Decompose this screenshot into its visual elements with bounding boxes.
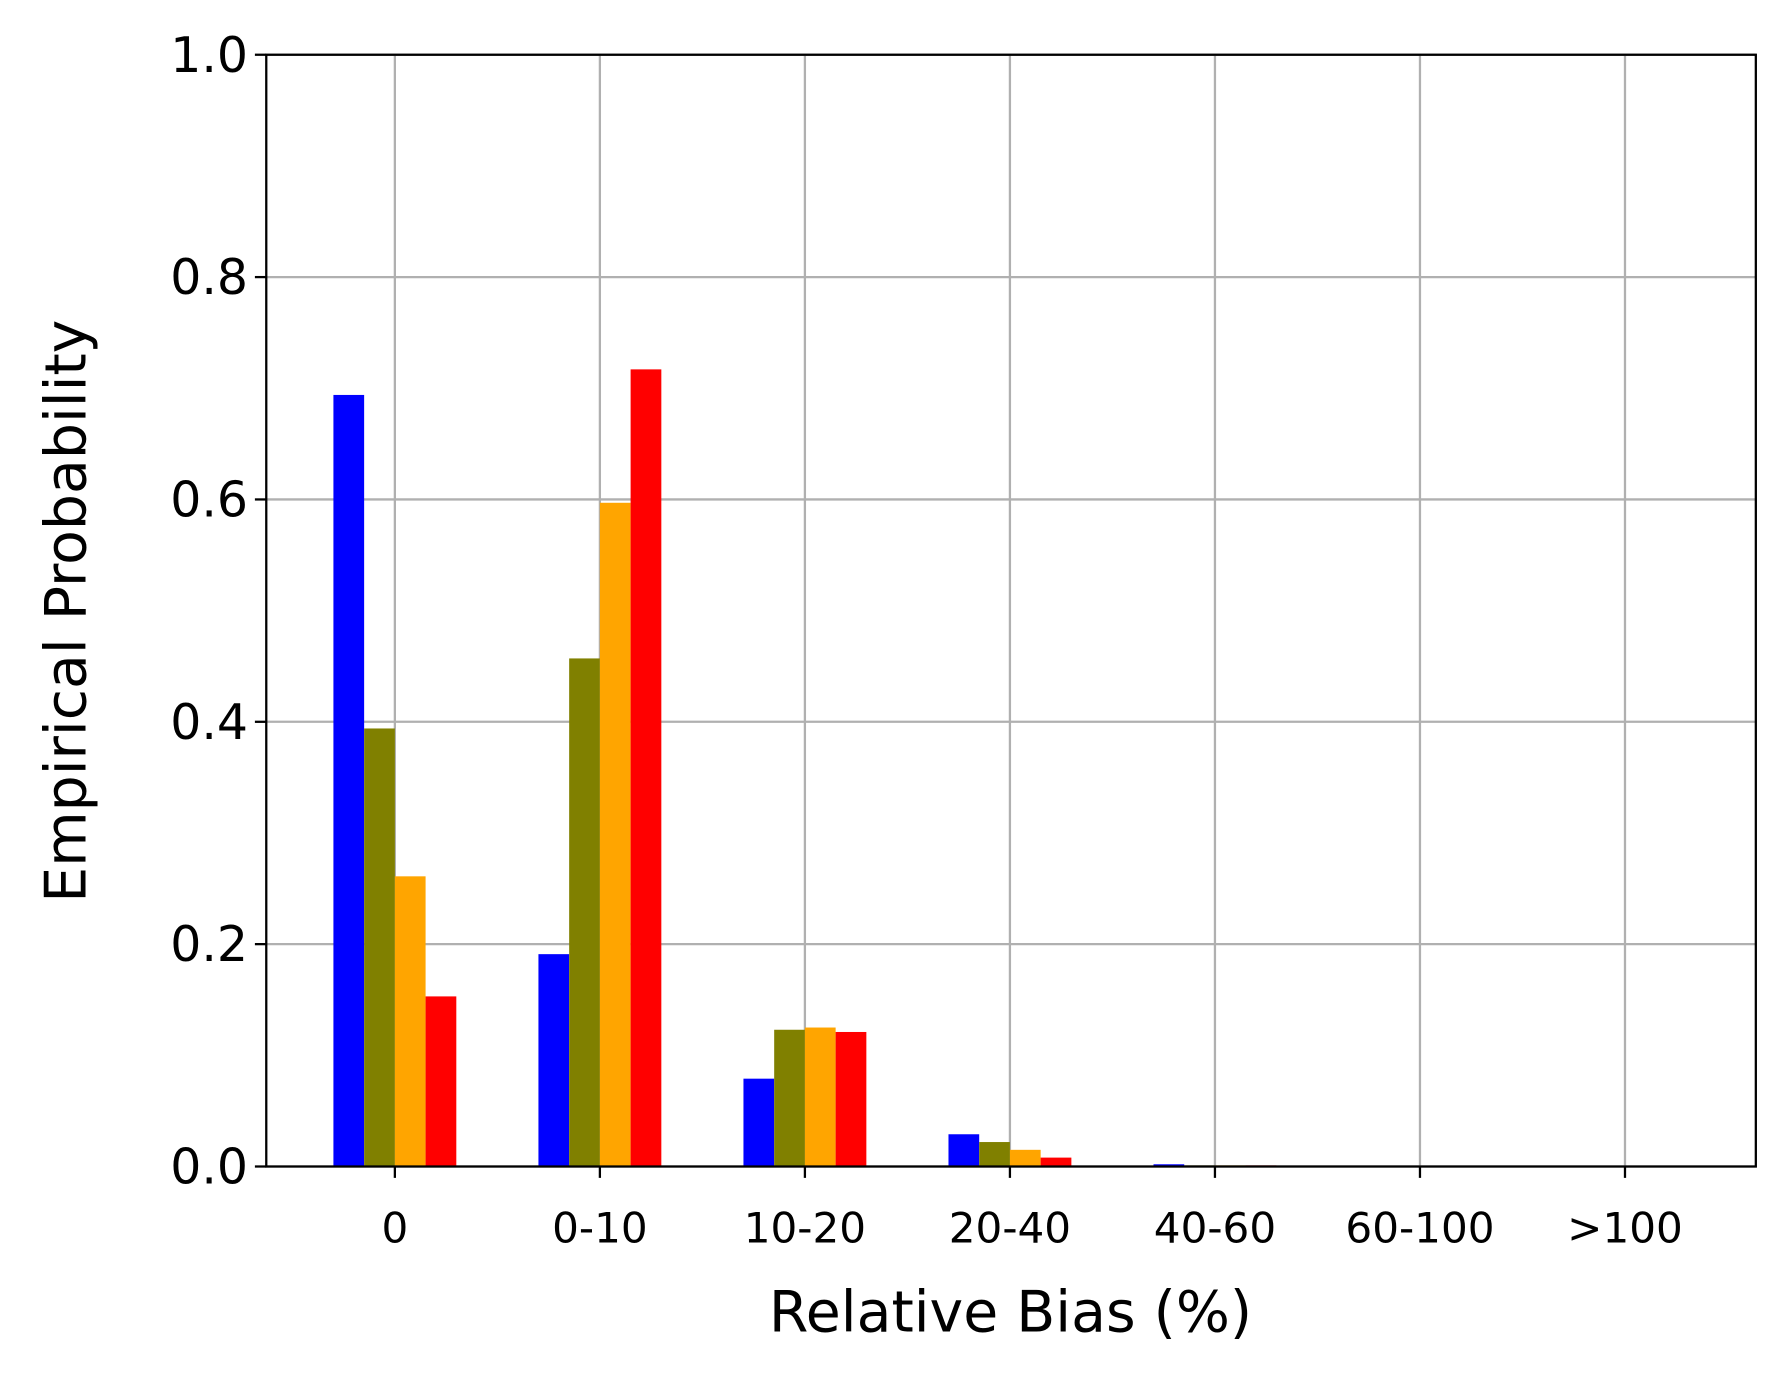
x-tick-label: 40-60 (1154, 1204, 1276, 1253)
y-tick-label: 0.6 (170, 472, 248, 529)
bar (979, 1142, 1010, 1167)
bar (538, 954, 570, 1167)
y-tick-label: 0.4 (170, 694, 248, 751)
bar (835, 1031, 867, 1167)
bar (1040, 1157, 1072, 1167)
x-tick-label: 20-40 (949, 1204, 1071, 1253)
bar (599, 502, 631, 1167)
bar (630, 369, 662, 1167)
bar (425, 996, 457, 1167)
bar (364, 728, 395, 1167)
bar (948, 1134, 980, 1167)
bar (333, 394, 365, 1167)
ticks: 0.0 0.2 0.4 0.6 0.8 1.0 0 0-10 10-20 20-40 40-60 60… (170, 27, 1683, 1253)
grid (266, 53, 1756, 1168)
x-tick-label: 0-10 (552, 1204, 648, 1253)
y-axis-label: Empirical Probability (33, 320, 99, 903)
y-tick-label: 0.0 (170, 1139, 248, 1196)
x-tick-label: 60-100 (1345, 1204, 1494, 1253)
y-tick-label: 0.2 (170, 916, 248, 973)
x-tick-label: 10-20 (744, 1204, 866, 1253)
bar (394, 876, 426, 1167)
bars (333, 369, 1277, 1167)
y-tick-label: 1.0 (170, 27, 248, 84)
bar (569, 658, 600, 1167)
x-tick-label: 0 (381, 1204, 408, 1253)
y-tick-label: 0.8 (170, 249, 248, 306)
x-tick-label: >100 (1567, 1204, 1683, 1253)
bar (743, 1078, 775, 1167)
bar (804, 1027, 836, 1167)
bar (774, 1029, 805, 1167)
x-axis-label: Relative Bias (%) (769, 1280, 1252, 1346)
bar (1009, 1149, 1041, 1167)
